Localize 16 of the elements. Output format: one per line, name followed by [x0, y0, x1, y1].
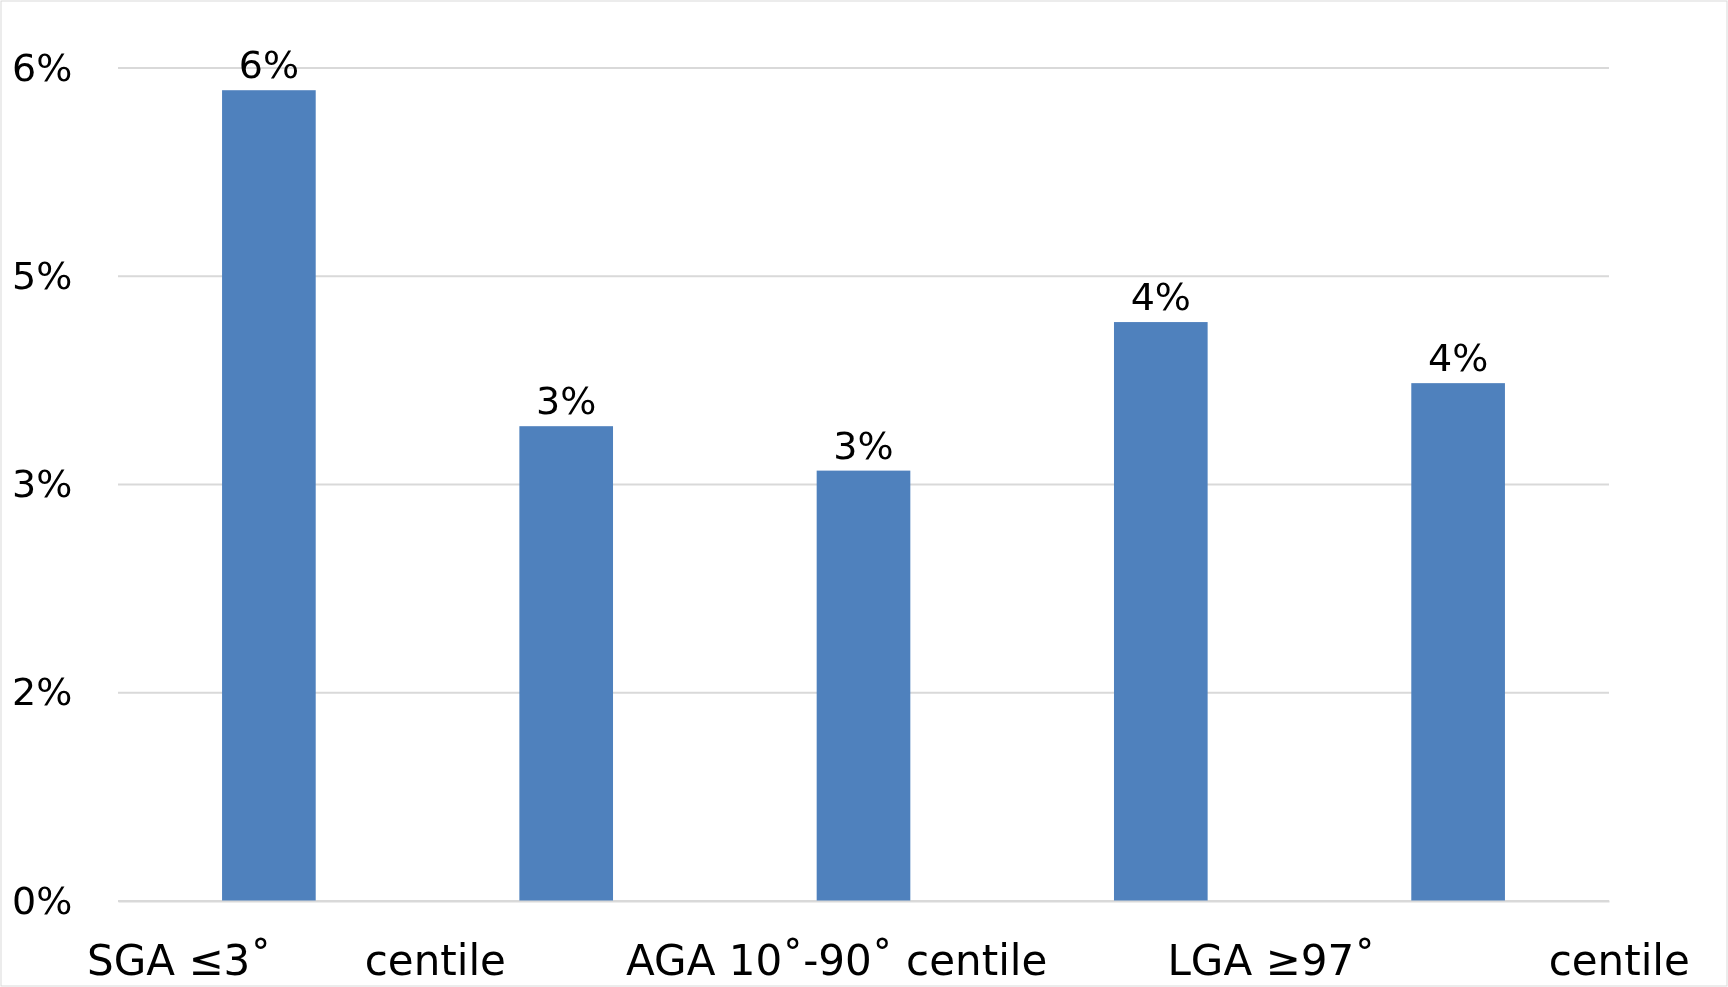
y-tick-label: 3% [12, 462, 73, 507]
y-tick-label: 2% [12, 670, 73, 715]
data-label: 3% [536, 379, 597, 424]
bar [222, 90, 316, 901]
bar [816, 470, 911, 901]
data-label: 4% [1130, 275, 1191, 320]
y-tick-label: 6% [12, 45, 73, 90]
data-label: 4% [1427, 336, 1489, 381]
x-axis-title: SGA ≤3˚ centile AGA 10˚-90˚ centile LGA ≥97˚ centile [87, 936, 1690, 985]
data-label: 3% [833, 423, 894, 468]
bar [1411, 383, 1505, 901]
y-tick-label: 0% [12, 878, 73, 923]
bar [519, 426, 614, 901]
data-label: 6% [238, 43, 300, 88]
y-tick-label: 5% [12, 253, 73, 298]
bar [1113, 322, 1208, 901]
